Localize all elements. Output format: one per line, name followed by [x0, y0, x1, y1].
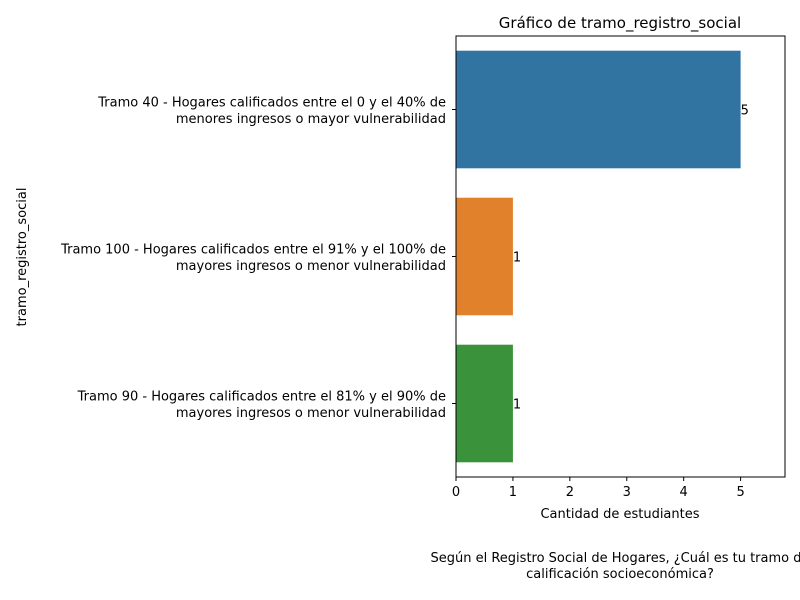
y-ticks-group: Tramo 40 - Hogares calificados entre el …: [60, 95, 456, 421]
y-tick-label: Tramo 40 - Hogares calificados entre el …: [97, 95, 446, 110]
data-label: 1: [513, 251, 521, 266]
footnote-line-1: Según el Registro Social de Hogares, ¿Cu…: [431, 551, 800, 566]
x-axis-label: Cantidad de estudiantes: [540, 507, 699, 522]
x-tick-label: 3: [623, 485, 631, 500]
chart-title: Gráfico de tramo_registro_social: [499, 14, 741, 33]
bars-group: 5 1 1: [456, 50, 749, 463]
x-ticks-group: 0 1 2 3 4 5: [452, 477, 745, 500]
data-label: 1: [513, 398, 521, 413]
bar: [456, 344, 513, 463]
x-tick-label: 5: [736, 485, 744, 500]
x-tick-label: 0: [452, 485, 460, 500]
footnote-line-2: calificación socioeconómica?: [526, 567, 714, 582]
x-tick-label: 1: [509, 485, 517, 500]
bar: [456, 50, 741, 169]
data-label: 5: [741, 104, 749, 119]
y-tick-label: Tramo 90 - Hogares calificados entre el …: [77, 389, 446, 404]
x-tick-label: 2: [566, 485, 574, 500]
y-tick-label: mayores ingresos o menor vulnerabilidad: [176, 259, 446, 274]
plot-frame: [455, 35, 786, 478]
y-tick-label: menores ingresos o mayor vulnerabilidad: [176, 112, 446, 127]
bar: [456, 197, 513, 316]
y-axis-label: tramo_registro_social: [15, 188, 30, 327]
x-tick-label: 4: [680, 485, 688, 500]
y-tick-label: Tramo 100 - Hogares calificados entre el…: [60, 242, 446, 257]
y-tick-label: mayores ingresos o menor vulnerabilidad: [176, 406, 446, 421]
